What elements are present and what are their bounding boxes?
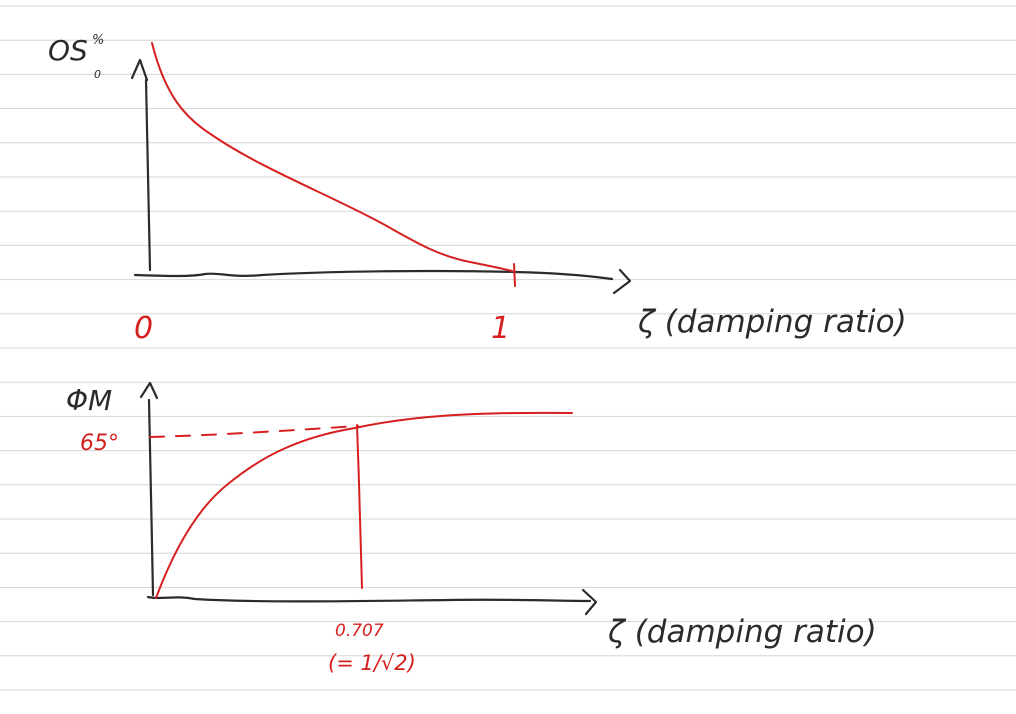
top-x-tick-one: 1 <box>491 311 510 346</box>
bottom-x-label: ζ (damping ratio) <box>607 614 877 650</box>
bottom-y-label: ΦM <box>66 384 112 417</box>
top-y-axis <box>144 78 152 272</box>
zeta-guide-vertical <box>356 424 363 589</box>
top-y-label-superscript: % <box>92 33 104 48</box>
top-x-tick-zero: 0 <box>134 311 153 346</box>
bottom-y-axis <box>147 398 155 597</box>
top-plot: OS % 0 0 1 ζ (damping ratio) <box>48 33 907 346</box>
top-x-axis <box>133 269 614 281</box>
top-tick-one <box>513 263 516 287</box>
bottom-x-axis <box>146 595 592 603</box>
phase-margin-guide-dashed <box>149 425 359 438</box>
bottom-x-marker-note: (= 1/√2) <box>328 651 416 675</box>
top-y-label-subscript: 0 <box>94 68 101 81</box>
bottom-plot: ΦM 65° 0.707 (= 1/√2) ζ (damping ratio) <box>66 381 877 675</box>
bottom-x-marker: 0.707 <box>335 621 384 641</box>
ruled-lines <box>0 5 1016 691</box>
top-y-label: OS <box>48 34 88 67</box>
phase-margin-curve <box>155 411 573 599</box>
bottom-x-axis-arrowhead <box>581 588 598 616</box>
top-x-axis-arrowhead <box>612 268 632 295</box>
bottom-y-marker: 65° <box>80 431 119 456</box>
top-y-axis-arrowhead <box>130 58 149 82</box>
overshoot-curve <box>151 42 513 272</box>
bottom-y-axis-arrowhead <box>139 381 159 400</box>
top-x-label: ζ (damping ratio) <box>637 304 907 340</box>
